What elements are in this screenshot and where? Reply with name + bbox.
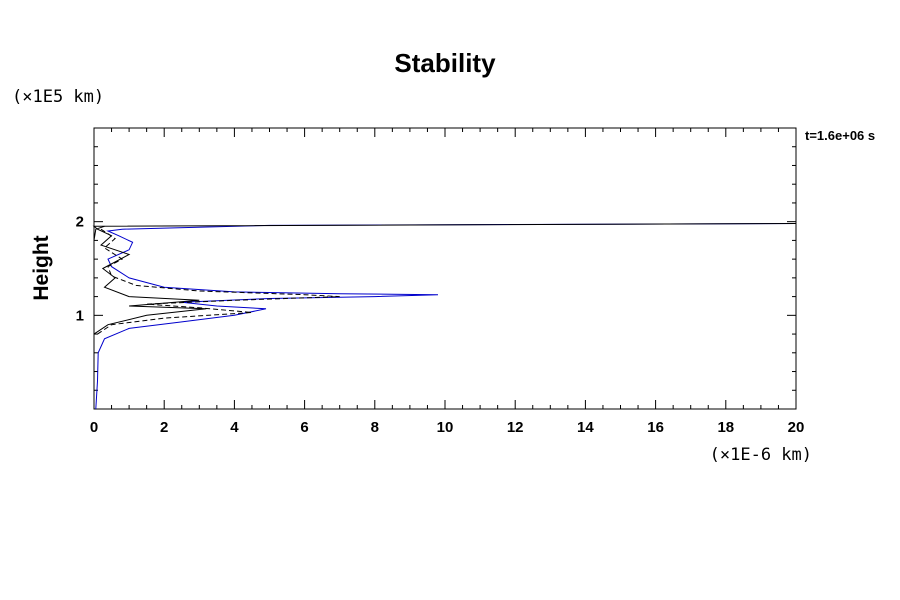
series-line-3 — [92, 223, 797, 335]
x-tick-label: 12 — [507, 419, 524, 436]
x-tick-label: 20 — [788, 419, 805, 436]
x-tick-label: 0 — [90, 419, 98, 436]
y-tick-label: 1 — [76, 307, 84, 324]
series-line-4 — [93, 225, 105, 241]
axis-ticks — [93, 128, 797, 409]
time-label: t=1.6e+06 s — [805, 128, 875, 143]
y-axis-label: Height — [30, 235, 53, 300]
y-tick-label: 2 — [76, 214, 84, 231]
x-unit-label: (×1E-6 km) — [710, 445, 812, 465]
x-tick-label: 18 — [717, 419, 734, 436]
x-tick-label: 4 — [230, 419, 239, 436]
x-tick-label: 8 — [371, 419, 379, 436]
x-tick-label: 10 — [437, 419, 454, 436]
chart-title: Stability — [394, 48, 496, 78]
x-tick-label: 2 — [160, 419, 168, 436]
series-group — [92, 223, 797, 410]
y-unit-label: (×1E5 km) — [12, 87, 104, 107]
series-line-2 — [97, 228, 340, 335]
x-tick-label: 14 — [577, 419, 594, 436]
plot-frame — [93, 127, 797, 410]
x-tick-label: 16 — [647, 419, 664, 436]
series-line-1 — [95, 223, 797, 410]
plot-area — [92, 127, 797, 410]
x-tick-label: 6 — [300, 419, 308, 436]
